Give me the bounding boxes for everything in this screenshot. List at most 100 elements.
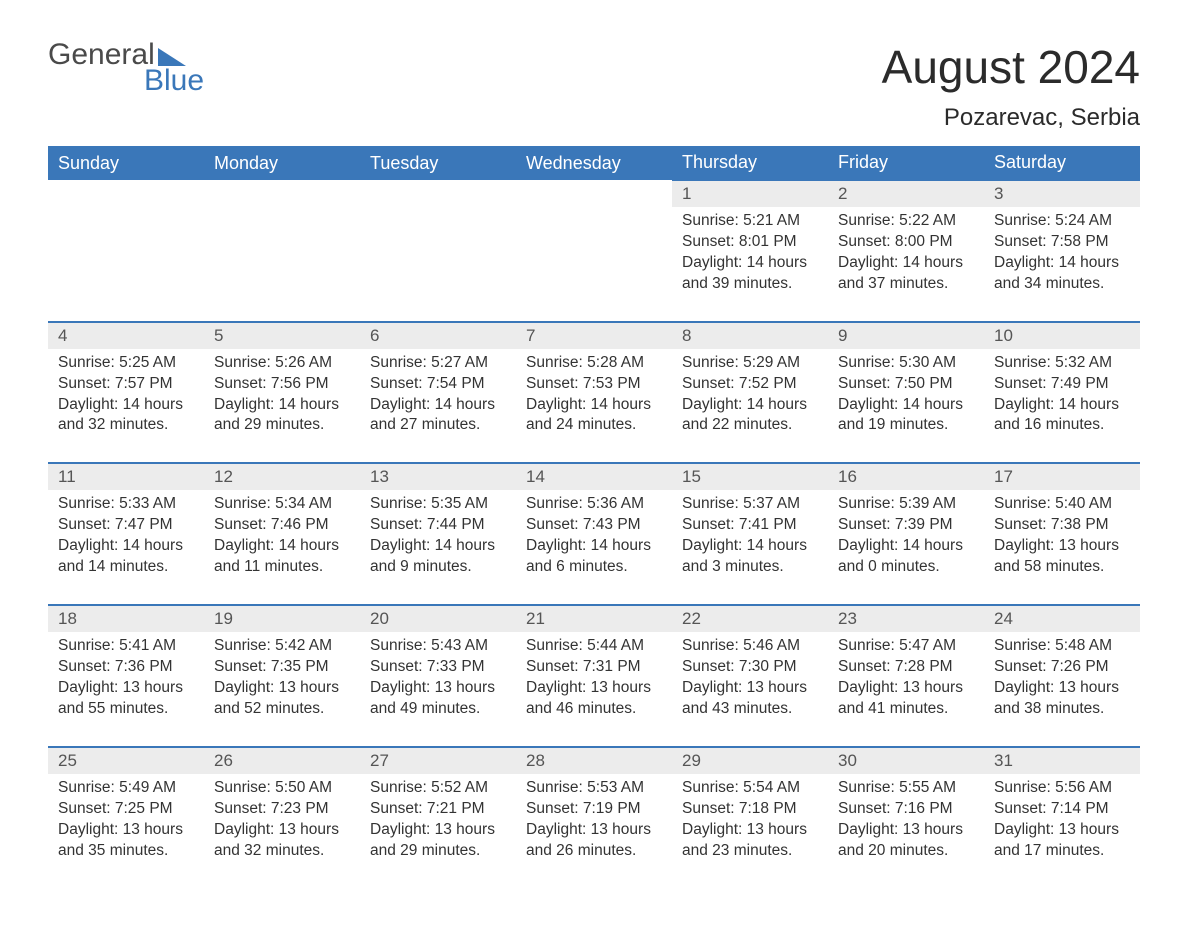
logo-word2: Blue	[144, 66, 204, 96]
sunset-line: Sunset: 8:01 PM	[682, 232, 818, 253]
sunset-line: Sunset: 7:43 PM	[526, 515, 662, 536]
sunrise-line: Sunrise: 5:49 AM	[58, 778, 194, 799]
day-number: 2	[828, 181, 984, 207]
day-number-cell: 20	[360, 605, 516, 632]
day-number-cell	[360, 180, 516, 207]
daylight-line2: and 49 minutes.	[370, 699, 506, 720]
sunset-line: Sunset: 7:21 PM	[370, 799, 506, 820]
daylight-line1: Daylight: 13 hours	[58, 678, 194, 699]
day-number: 25	[48, 748, 204, 774]
daylight-line2: and 32 minutes.	[58, 415, 194, 436]
sunrise-line: Sunrise: 5:55 AM	[838, 778, 974, 799]
daylight-line1: Daylight: 14 hours	[838, 253, 974, 274]
column-header: Friday	[828, 146, 984, 180]
daylight-line1: Daylight: 13 hours	[994, 820, 1130, 841]
sunset-line: Sunset: 7:36 PM	[58, 657, 194, 678]
logo: General Blue	[48, 40, 204, 96]
sunset-line: Sunset: 7:52 PM	[682, 374, 818, 395]
daylight-line2: and 17 minutes.	[994, 841, 1130, 862]
header-row: General Blue August 2024 Pozarevac, Serb…	[48, 40, 1140, 140]
day-number-cell: 12	[204, 463, 360, 490]
day-number: 12	[204, 464, 360, 490]
sunset-line: Sunset: 7:57 PM	[58, 374, 194, 395]
day-number-cell: 31	[984, 747, 1140, 774]
day-content-cell: Sunrise: 5:24 AMSunset: 7:58 PMDaylight:…	[984, 207, 1140, 322]
sunset-line: Sunset: 7:26 PM	[994, 657, 1130, 678]
daylight-line1: Daylight: 13 hours	[994, 678, 1130, 699]
daylight-line1: Daylight: 13 hours	[994, 536, 1130, 557]
sunset-line: Sunset: 7:18 PM	[682, 799, 818, 820]
sunset-line: Sunset: 7:14 PM	[994, 799, 1130, 820]
daylight-line1: Daylight: 14 hours	[994, 253, 1130, 274]
day-content-cell: Sunrise: 5:42 AMSunset: 7:35 PMDaylight:…	[204, 632, 360, 747]
sunrise-line: Sunrise: 5:48 AM	[994, 636, 1130, 657]
day-number-cell: 11	[48, 463, 204, 490]
sunset-line: Sunset: 7:31 PM	[526, 657, 662, 678]
day-content-cell: Sunrise: 5:41 AMSunset: 7:36 PMDaylight:…	[48, 632, 204, 747]
day-number-cell: 19	[204, 605, 360, 632]
calendar-body: 123Sunrise: 5:21 AMSunset: 8:01 PMDaylig…	[48, 180, 1140, 887]
daylight-line2: and 55 minutes.	[58, 699, 194, 720]
day-content-cell	[204, 207, 360, 322]
sunrise-line: Sunrise: 5:25 AM	[58, 353, 194, 374]
daylight-line2: and 34 minutes.	[994, 274, 1130, 295]
daylight-line1: Daylight: 14 hours	[58, 536, 194, 557]
day-number-cell: 26	[204, 747, 360, 774]
daylight-line1: Daylight: 14 hours	[58, 395, 194, 416]
sunrise-line: Sunrise: 5:40 AM	[994, 494, 1130, 515]
day-number: 27	[360, 748, 516, 774]
daylight-line1: Daylight: 14 hours	[838, 395, 974, 416]
day-content-cell: Sunrise: 5:26 AMSunset: 7:56 PMDaylight:…	[204, 349, 360, 464]
day-content-cell: Sunrise: 5:34 AMSunset: 7:46 PMDaylight:…	[204, 490, 360, 605]
day-content-cell: Sunrise: 5:52 AMSunset: 7:21 PMDaylight:…	[360, 774, 516, 888]
sunset-line: Sunset: 7:41 PM	[682, 515, 818, 536]
sunrise-line: Sunrise: 5:22 AM	[838, 211, 974, 232]
day-number-cell: 24	[984, 605, 1140, 632]
day-content-cell	[360, 207, 516, 322]
day-number: 22	[672, 606, 828, 632]
sunrise-line: Sunrise: 5:39 AM	[838, 494, 974, 515]
sunset-line: Sunset: 8:00 PM	[838, 232, 974, 253]
sunrise-line: Sunrise: 5:36 AM	[526, 494, 662, 515]
sunrise-line: Sunrise: 5:24 AM	[994, 211, 1130, 232]
logo-word1: General	[48, 40, 155, 70]
sunrise-line: Sunrise: 5:32 AM	[994, 353, 1130, 374]
sunrise-line: Sunrise: 5:43 AM	[370, 636, 506, 657]
daylight-line2: and 20 minutes.	[838, 841, 974, 862]
daylight-line1: Daylight: 13 hours	[214, 678, 350, 699]
sunset-line: Sunset: 7:44 PM	[370, 515, 506, 536]
daylight-line2: and 52 minutes.	[214, 699, 350, 720]
daylight-line2: and 11 minutes.	[214, 557, 350, 578]
column-header: Sunday	[48, 146, 204, 180]
daylight-line2: and 29 minutes.	[214, 415, 350, 436]
day-content-cell: Sunrise: 5:44 AMSunset: 7:31 PMDaylight:…	[516, 632, 672, 747]
sunrise-line: Sunrise: 5:26 AM	[214, 353, 350, 374]
sunset-line: Sunset: 7:38 PM	[994, 515, 1130, 536]
day-number-cell: 27	[360, 747, 516, 774]
daylight-line2: and 37 minutes.	[838, 274, 974, 295]
day-number-cell: 17	[984, 463, 1140, 490]
daylight-line1: Daylight: 13 hours	[838, 820, 974, 841]
day-content-cell: Sunrise: 5:40 AMSunset: 7:38 PMDaylight:…	[984, 490, 1140, 605]
day-content-cell: Sunrise: 5:55 AMSunset: 7:16 PMDaylight:…	[828, 774, 984, 888]
daylight-line2: and 35 minutes.	[58, 841, 194, 862]
day-content-cell: Sunrise: 5:39 AMSunset: 7:39 PMDaylight:…	[828, 490, 984, 605]
sunset-line: Sunset: 7:23 PM	[214, 799, 350, 820]
day-number: 11	[48, 464, 204, 490]
day-number-cell: 7	[516, 322, 672, 349]
day-number: 9	[828, 323, 984, 349]
day-content-cell	[516, 207, 672, 322]
sunset-line: Sunset: 7:53 PM	[526, 374, 662, 395]
day-number: 31	[984, 748, 1140, 774]
day-number: 30	[828, 748, 984, 774]
daylight-line1: Daylight: 14 hours	[526, 536, 662, 557]
sunrise-line: Sunrise: 5:33 AM	[58, 494, 194, 515]
location: Pozarevac, Serbia	[882, 104, 1140, 132]
daylight-line1: Daylight: 14 hours	[682, 253, 818, 274]
sunset-line: Sunset: 7:19 PM	[526, 799, 662, 820]
sunset-line: Sunset: 7:47 PM	[58, 515, 194, 536]
sunrise-line: Sunrise: 5:42 AM	[214, 636, 350, 657]
daylight-line1: Daylight: 13 hours	[526, 820, 662, 841]
daylight-line2: and 0 minutes.	[838, 557, 974, 578]
day-number-cell: 3	[984, 180, 1140, 207]
